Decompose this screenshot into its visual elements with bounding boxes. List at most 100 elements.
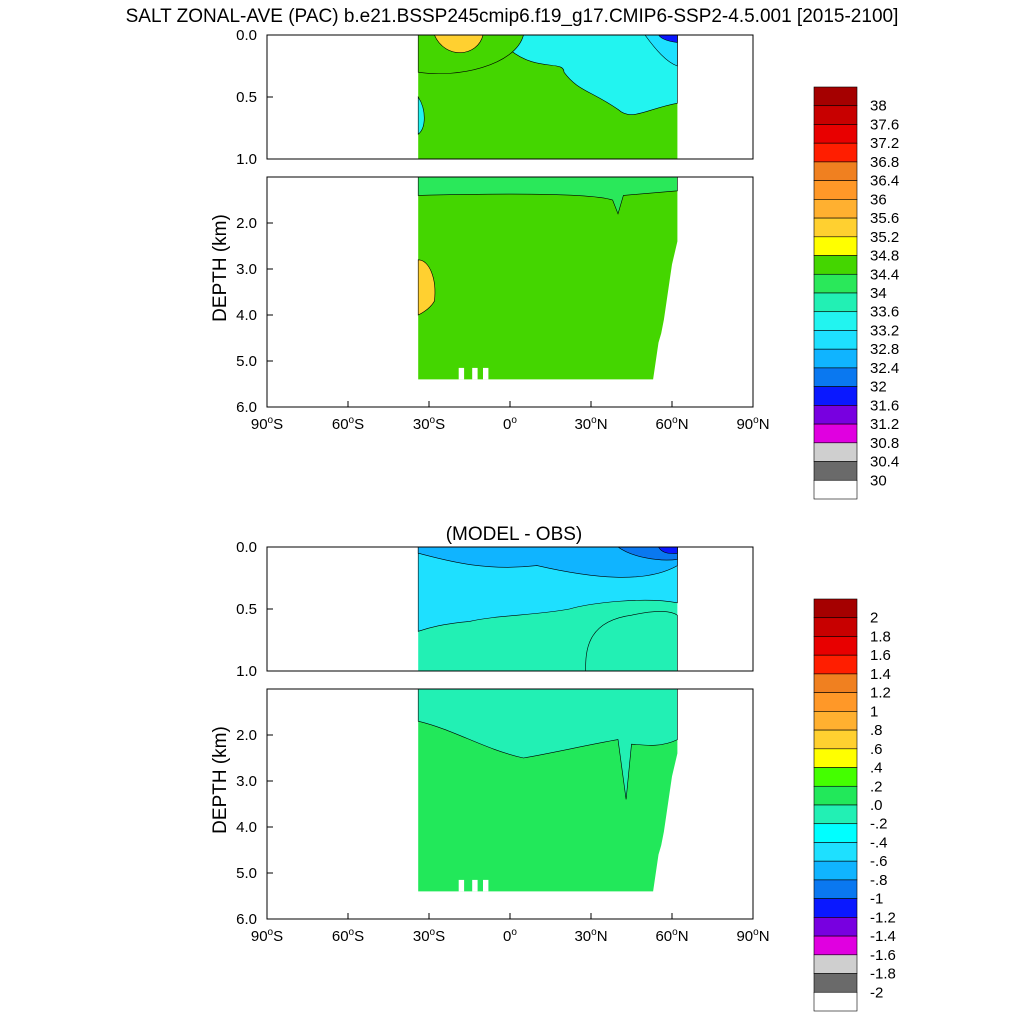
colorbar-box (813, 842, 858, 862)
colorbar-box (813, 748, 858, 768)
colorbar-label: 31.2 (870, 416, 899, 433)
colorbar-label: -.2 (870, 816, 888, 833)
contour-32-8 (644, 34, 678, 67)
colorbar-label: 34 (870, 285, 887, 302)
colorbar-box (813, 236, 858, 256)
colorbar-label: 36.4 (870, 173, 899, 190)
contour-minus-0-6 (417, 546, 678, 578)
y-tick-label: 5.0 (236, 353, 257, 370)
colorbar-label: -1 (870, 891, 883, 908)
colorbar-label: 1.2 (870, 685, 891, 702)
difference-panel-title: (MODEL - OBS) (445, 524, 583, 545)
colorbar-label: 30.8 (870, 435, 899, 452)
colorbar-box (813, 973, 858, 993)
colorbar-box (813, 804, 858, 825)
y-tick-label: 2.0 (236, 727, 257, 744)
y-tick-label: 5.0 (236, 865, 257, 882)
colorbar-box (813, 636, 858, 656)
x-tick-label: 90oS (251, 927, 283, 945)
colorbar-label: 1 (870, 703, 878, 720)
y-tick-label: 0.5 (236, 89, 257, 106)
colorbar-label: 38 (870, 98, 887, 115)
y-tick-label: 0.5 (236, 601, 257, 618)
colorbar-box (813, 217, 858, 238)
colorbar-box (813, 199, 858, 219)
colorbar-label: 37.2 (870, 135, 899, 152)
colorbar-box (813, 405, 858, 425)
colorbar-label: 1.8 (870, 628, 891, 645)
contour-0-0-upper (585, 611, 678, 672)
colorbar-label: 33.6 (870, 304, 899, 321)
colorbar-box (813, 86, 858, 107)
colorbar-box (813, 917, 858, 937)
colorbar-label: .2 (870, 778, 883, 795)
colorbar-label: -2 (870, 984, 883, 1001)
y-tick-label: 4.0 (236, 307, 257, 324)
colorbar-label: 30 (870, 472, 887, 489)
colorbar-label: 35.2 (870, 229, 899, 246)
x-tick-label: 60oS (332, 927, 364, 945)
missing-data-gap-0 (458, 879, 465, 892)
colorbar-box (813, 654, 858, 675)
colorbar-box (813, 935, 858, 956)
colorbar-box (813, 479, 858, 500)
colorbar-box (813, 673, 858, 693)
colorbar-label: 32.4 (870, 360, 899, 377)
colorbar-box (813, 161, 858, 181)
colorbar-label: 36.8 (870, 154, 899, 171)
y-tick-label: 4.0 (236, 819, 257, 836)
colorbar-box (813, 860, 858, 881)
colorbar-label: 35.6 (870, 210, 899, 227)
x-tick-label: 90oN (736, 415, 769, 433)
colorbar-box (813, 292, 858, 313)
contour-0-0-lower (417, 688, 678, 800)
colorbar-label: .8 (870, 722, 883, 739)
colorbar-label: -1.6 (870, 947, 896, 964)
colorbar-box (813, 142, 858, 163)
x-tick-label: 30oS (413, 927, 445, 945)
colorbar-label: -.8 (870, 872, 888, 889)
y-tick-label: 0.0 (236, 27, 257, 44)
x-tick-label: 60oN (655, 927, 688, 945)
west-edge-minimum (417, 95, 425, 135)
colorbar-box (813, 423, 858, 444)
y-axis-label: DEPTH (km) (210, 214, 231, 322)
x-tick-label: 90oN (736, 927, 769, 945)
missing-data-gap-1 (472, 879, 478, 892)
y-tick-label: 0.0 (236, 539, 257, 556)
colorbar-label: 37.6 (870, 116, 899, 133)
colorbar-box (813, 954, 858, 974)
y-tick-label: 6.0 (236, 911, 257, 928)
colorbar-box (813, 367, 858, 387)
colorbar-box (813, 767, 858, 787)
colorbar-box (813, 617, 858, 637)
colorbar-box (813, 991, 858, 1012)
colorbar-box (813, 785, 858, 806)
panel-0 (266, 34, 858, 500)
panel-1 (266, 546, 858, 1012)
missing-data-gap-2 (483, 879, 489, 892)
y-axis-label: DEPTH (km) (210, 726, 231, 834)
x-tick-label: 30oN (574, 415, 607, 433)
colorbar-box (813, 311, 858, 331)
x-tick-label: 60oN (655, 415, 688, 433)
x-tick-label: 90oS (251, 415, 283, 433)
colorbar-box (813, 180, 858, 200)
y-tick-label: 2.0 (236, 215, 257, 232)
y-tick-label: 6.0 (236, 399, 257, 416)
x-tick-label: 30oN (574, 927, 607, 945)
colorbar-label: 1.4 (870, 666, 891, 683)
colorbar-label: .4 (870, 760, 883, 777)
missing-data-gap-0 (458, 367, 465, 380)
colorbar-box (813, 273, 858, 294)
colorbar-label: 34.8 (870, 248, 899, 265)
page-title: SALT ZONAL-AVE (PAC) b.e21.BSSP245cmip6.… (125, 6, 899, 27)
x-tick-label: 0o (503, 415, 517, 433)
colorbar-box (813, 879, 858, 899)
colorbar-label: -1.2 (870, 909, 896, 926)
colorbar-box (813, 124, 858, 144)
x-tick-label: 0o (503, 927, 517, 945)
x-tick-label: 60oS (332, 415, 364, 433)
colorbar-label: 32 (870, 379, 887, 396)
